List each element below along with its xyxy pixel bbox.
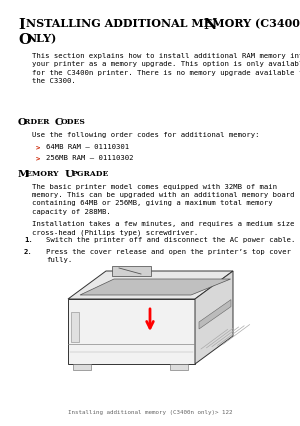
Text: M: M xyxy=(18,170,29,178)
Text: This section explains how to install additional RAM memory into
your printer as : This section explains how to install add… xyxy=(32,53,300,83)
Polygon shape xyxy=(199,300,231,329)
Text: 2.: 2. xyxy=(24,248,33,254)
Text: PGRADE: PGRADE xyxy=(72,170,110,178)
Text: >: > xyxy=(36,155,40,161)
Text: Use the following order codes for additional memory:: Use the following order codes for additi… xyxy=(32,132,260,138)
Polygon shape xyxy=(80,279,231,295)
Text: Installation takes a few minutes, and requires a medium size
cross-head (Philips: Installation takes a few minutes, and re… xyxy=(32,221,295,235)
Text: The basic printer model comes equipped with 32MB of main
memory. This can be upg: The basic printer model comes equipped w… xyxy=(32,184,295,214)
FancyBboxPatch shape xyxy=(73,364,91,370)
Text: N: N xyxy=(203,18,217,32)
Text: C: C xyxy=(55,118,63,127)
Polygon shape xyxy=(68,271,233,299)
FancyBboxPatch shape xyxy=(170,364,188,370)
Text: EMORY: EMORY xyxy=(26,170,61,178)
FancyBboxPatch shape xyxy=(71,312,79,342)
Text: I: I xyxy=(18,18,25,32)
Polygon shape xyxy=(112,266,151,276)
Polygon shape xyxy=(195,271,233,364)
Text: 64MB RAM – 01110301: 64MB RAM – 01110301 xyxy=(46,144,129,150)
Text: Installing additional memory (C3400n only)> 122: Installing additional memory (C3400n onl… xyxy=(68,409,232,414)
Text: NLY): NLY) xyxy=(26,33,57,44)
Text: U: U xyxy=(65,170,74,178)
Text: RDER: RDER xyxy=(25,118,52,126)
Text: 256MB RAM – 01110302: 256MB RAM – 01110302 xyxy=(46,155,134,161)
Text: >: > xyxy=(36,144,40,150)
Text: NSTALLING ADDITIONAL MEMORY (C3400: NSTALLING ADDITIONAL MEMORY (C3400 xyxy=(26,18,300,29)
Text: ODES: ODES xyxy=(61,118,86,126)
Text: O: O xyxy=(18,33,31,47)
Polygon shape xyxy=(68,299,195,364)
Text: Press the cover release and open the printer’s top cover
fully.: Press the cover release and open the pri… xyxy=(46,248,291,263)
Text: Switch the printer off and disconnect the AC power cable.: Switch the printer off and disconnect th… xyxy=(46,236,296,242)
Text: O: O xyxy=(18,118,27,127)
Text: 1.: 1. xyxy=(24,236,33,242)
